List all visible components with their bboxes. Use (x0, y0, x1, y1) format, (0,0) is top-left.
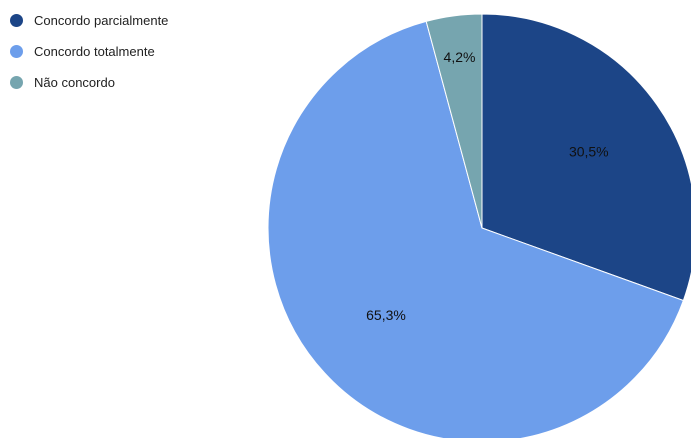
data-label-concordo-totalmente: 65,3% (366, 307, 406, 323)
pie-slice-concordo-parcialmente[interactable] (481, 13, 691, 302)
pie-slice-nao-concordo[interactable] (425, 13, 483, 229)
pie-slices (267, 13, 691, 438)
legend-swatch-concordo-totalmente (10, 44, 23, 58)
legend-item-concordo-parcialmente[interactable]: Concordo parcialmente (10, 12, 168, 28)
pie-data-labels: 30,5% 65,3% 4,2% (366, 49, 609, 323)
legend-label-concordo-parcialmente: Concordo parcialmente (34, 12, 169, 28)
legend-swatch-concordo-parcialmente (10, 13, 23, 27)
legend-item-concordo-totalmente[interactable]: Concordo totalmente (10, 43, 168, 59)
legend-label-concordo-totalmente: Concordo totalmente (34, 43, 155, 59)
pie-slice-concordo-totalmente[interactable] (267, 20, 684, 438)
legend-label-nao-concordo: Não concordo (34, 74, 115, 90)
data-label-concordo-parcialmente: 30,5% (569, 144, 609, 160)
chart-legend: Concordo parcialmente Concordo totalment… (10, 12, 168, 105)
legend-swatch-nao-concordo (10, 75, 23, 89)
legend-item-nao-concordo[interactable]: Não concordo (10, 74, 168, 90)
data-label-nao-concordo: 4,2% (444, 49, 476, 65)
